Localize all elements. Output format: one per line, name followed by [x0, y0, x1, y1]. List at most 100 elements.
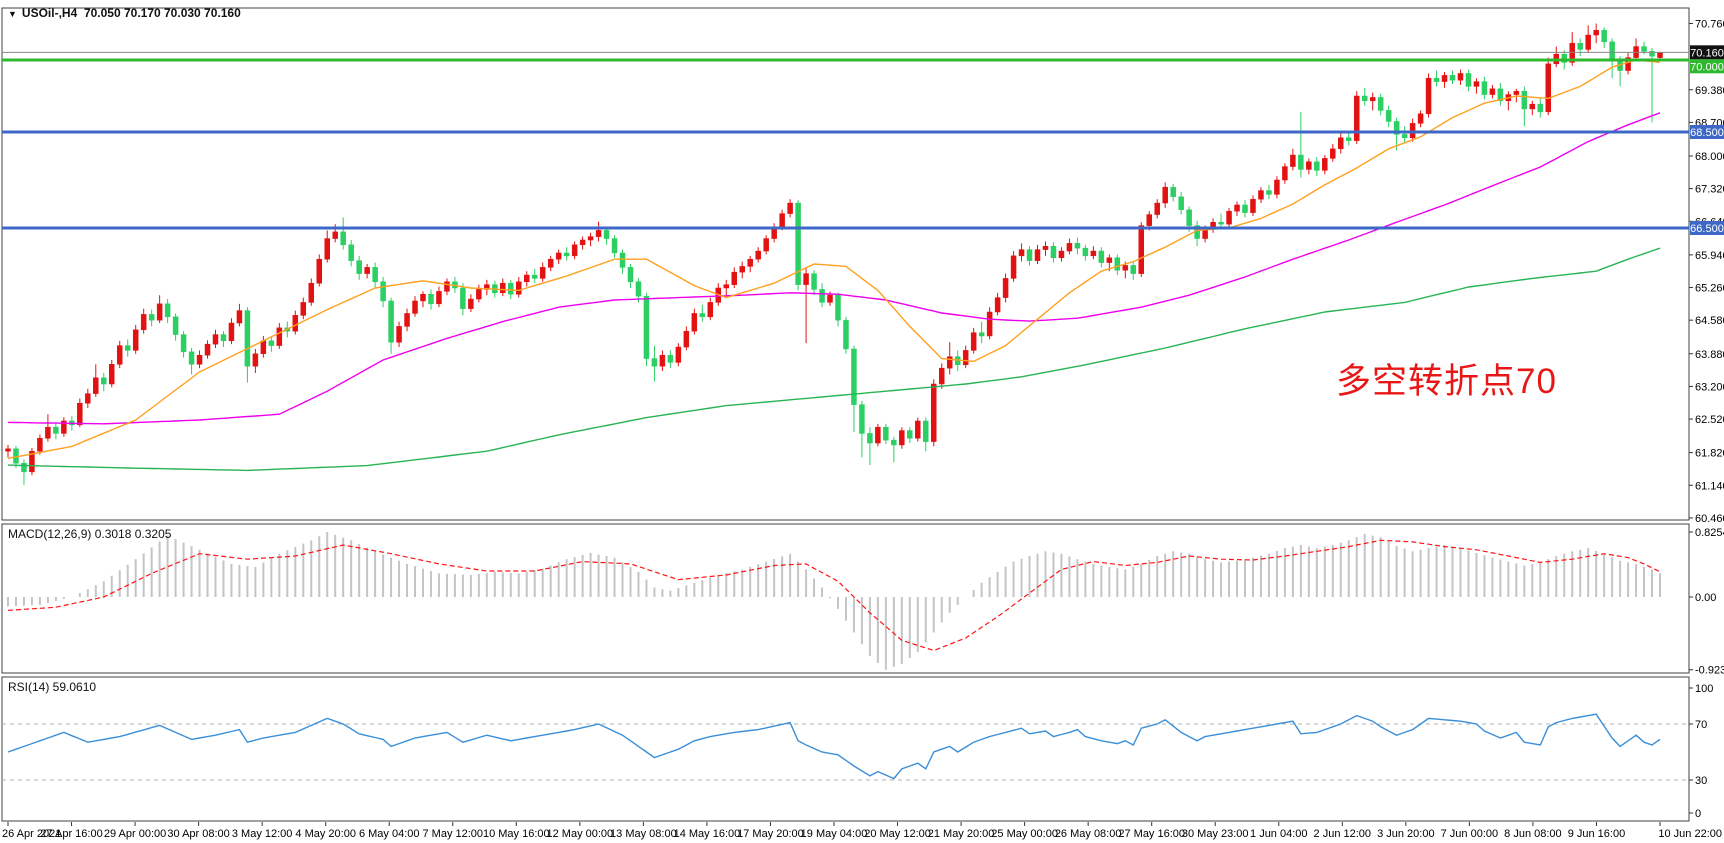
candle-body — [875, 426, 881, 444]
macd-signal-line — [7, 539, 1661, 652]
candle-body — [1138, 225, 1145, 274]
candle-body — [523, 274, 530, 283]
rsi-axis-label: 0 — [1695, 808, 1701, 820]
candle-body — [1082, 247, 1089, 257]
candle-body — [1218, 221, 1224, 225]
price-tick-label: 65.940 — [1695, 250, 1724, 262]
candle-body — [444, 281, 450, 292]
candle-body — [699, 313, 706, 318]
candle-body — [1417, 113, 1424, 124]
candle-body — [1465, 73, 1472, 87]
candle-body — [1346, 137, 1352, 141]
candle-body — [228, 322, 235, 342]
candle-body — [1314, 161, 1320, 171]
candle-body — [428, 293, 434, 305]
candle-body — [1178, 196, 1184, 211]
candle-body — [412, 300, 418, 314]
rsi-axis-label: 100 — [1695, 683, 1713, 695]
symbol-timeframe-label: USOil-,H4 — [21, 6, 78, 20]
chart-text-annotation[interactable]: 多空转折点70 — [1336, 362, 1557, 401]
time-axis-label: 1 Jun 04:00 — [1250, 828, 1308, 840]
time-axis-label: 27 May 16:00 — [1118, 828, 1185, 840]
candle-body — [803, 273, 809, 285]
candle-body — [1497, 88, 1504, 102]
candle-body — [172, 316, 179, 335]
candle-body — [891, 439, 897, 446]
candle-body — [116, 345, 123, 365]
candle-body — [1098, 250, 1105, 263]
macd-axis-label: 0.8254 — [1695, 527, 1724, 539]
candle-body — [1625, 57, 1631, 71]
price-box-68.500 — [1690, 125, 1724, 139]
candle-body — [691, 313, 698, 332]
candle-body — [364, 267, 370, 274]
candle-body — [1114, 257, 1121, 271]
candle-body — [1577, 42, 1583, 50]
candle-body — [300, 302, 307, 316]
candle-body — [563, 252, 570, 257]
price-tick-label: 68.000 — [1695, 151, 1724, 163]
candle-body — [1266, 190, 1272, 195]
candle-body — [276, 327, 283, 346]
candle-body — [659, 354, 666, 367]
candle-body — [1122, 265, 1129, 271]
candle-body — [53, 426, 59, 434]
candle-body — [140, 314, 147, 331]
rsi-axis-label: 70 — [1695, 719, 1707, 731]
candle-body — [627, 267, 634, 283]
candle-body — [531, 274, 538, 279]
candle-body — [132, 329, 139, 351]
candle-body — [611, 238, 618, 254]
candle-body — [1106, 257, 1113, 263]
candle-body — [252, 353, 259, 367]
candle-body — [148, 314, 155, 321]
candle-body — [547, 258, 554, 268]
candle-body — [683, 330, 690, 348]
candle-body — [843, 319, 849, 350]
symbol-dropdown-icon[interactable]: ▼ — [8, 9, 17, 19]
candle-body — [1010, 255, 1017, 279]
candle-body — [404, 313, 410, 327]
candle-body — [555, 252, 562, 260]
candle-body — [1473, 81, 1480, 87]
candle-body — [1162, 186, 1168, 204]
candle-body — [1338, 137, 1344, 150]
candle-body — [883, 426, 889, 441]
time-axis-label: 3 May 12:00 — [232, 828, 293, 840]
candle-body — [539, 267, 546, 279]
candle-body — [1361, 95, 1368, 102]
candle-body — [476, 289, 482, 300]
candle-body — [795, 202, 801, 285]
candle-body — [1545, 63, 1552, 113]
price-tick-label: 64.580 — [1695, 315, 1724, 327]
time-axis-label: 21 May 20:00 — [928, 828, 995, 840]
price-tick-label: 65.260 — [1695, 283, 1724, 295]
candle-body — [747, 258, 753, 267]
candle-body — [1585, 34, 1591, 50]
candle-body — [1529, 103, 1536, 110]
candle-body — [1425, 77, 1432, 115]
time-axis-label: 3 Jun 20:00 — [1377, 828, 1435, 840]
price-box-label: 70.160 — [1690, 47, 1724, 59]
price-tick-label: 61.140 — [1695, 480, 1724, 492]
candle-body — [651, 358, 658, 367]
candle-body — [835, 294, 841, 321]
candle-body — [340, 231, 346, 246]
candle-body — [811, 273, 817, 290]
time-axis-label: 14 May 16:00 — [674, 828, 741, 840]
candle-body — [851, 348, 857, 405]
candle-body — [707, 302, 714, 318]
candle-body — [436, 291, 442, 305]
candle-body — [1513, 90, 1520, 95]
candle-body — [755, 250, 761, 260]
time-axis-label: 19 May 04:00 — [801, 828, 868, 840]
candle-body — [5, 448, 11, 452]
price-tick-label: 67.320 — [1695, 184, 1724, 196]
candle-body — [931, 383, 937, 442]
candle-body — [1002, 278, 1009, 298]
candle-body — [85, 393, 91, 404]
candle-body — [468, 298, 474, 309]
time-axis-label: 9 Jun 16:00 — [1568, 828, 1626, 840]
price-box-label: 68.500 — [1690, 127, 1724, 139]
